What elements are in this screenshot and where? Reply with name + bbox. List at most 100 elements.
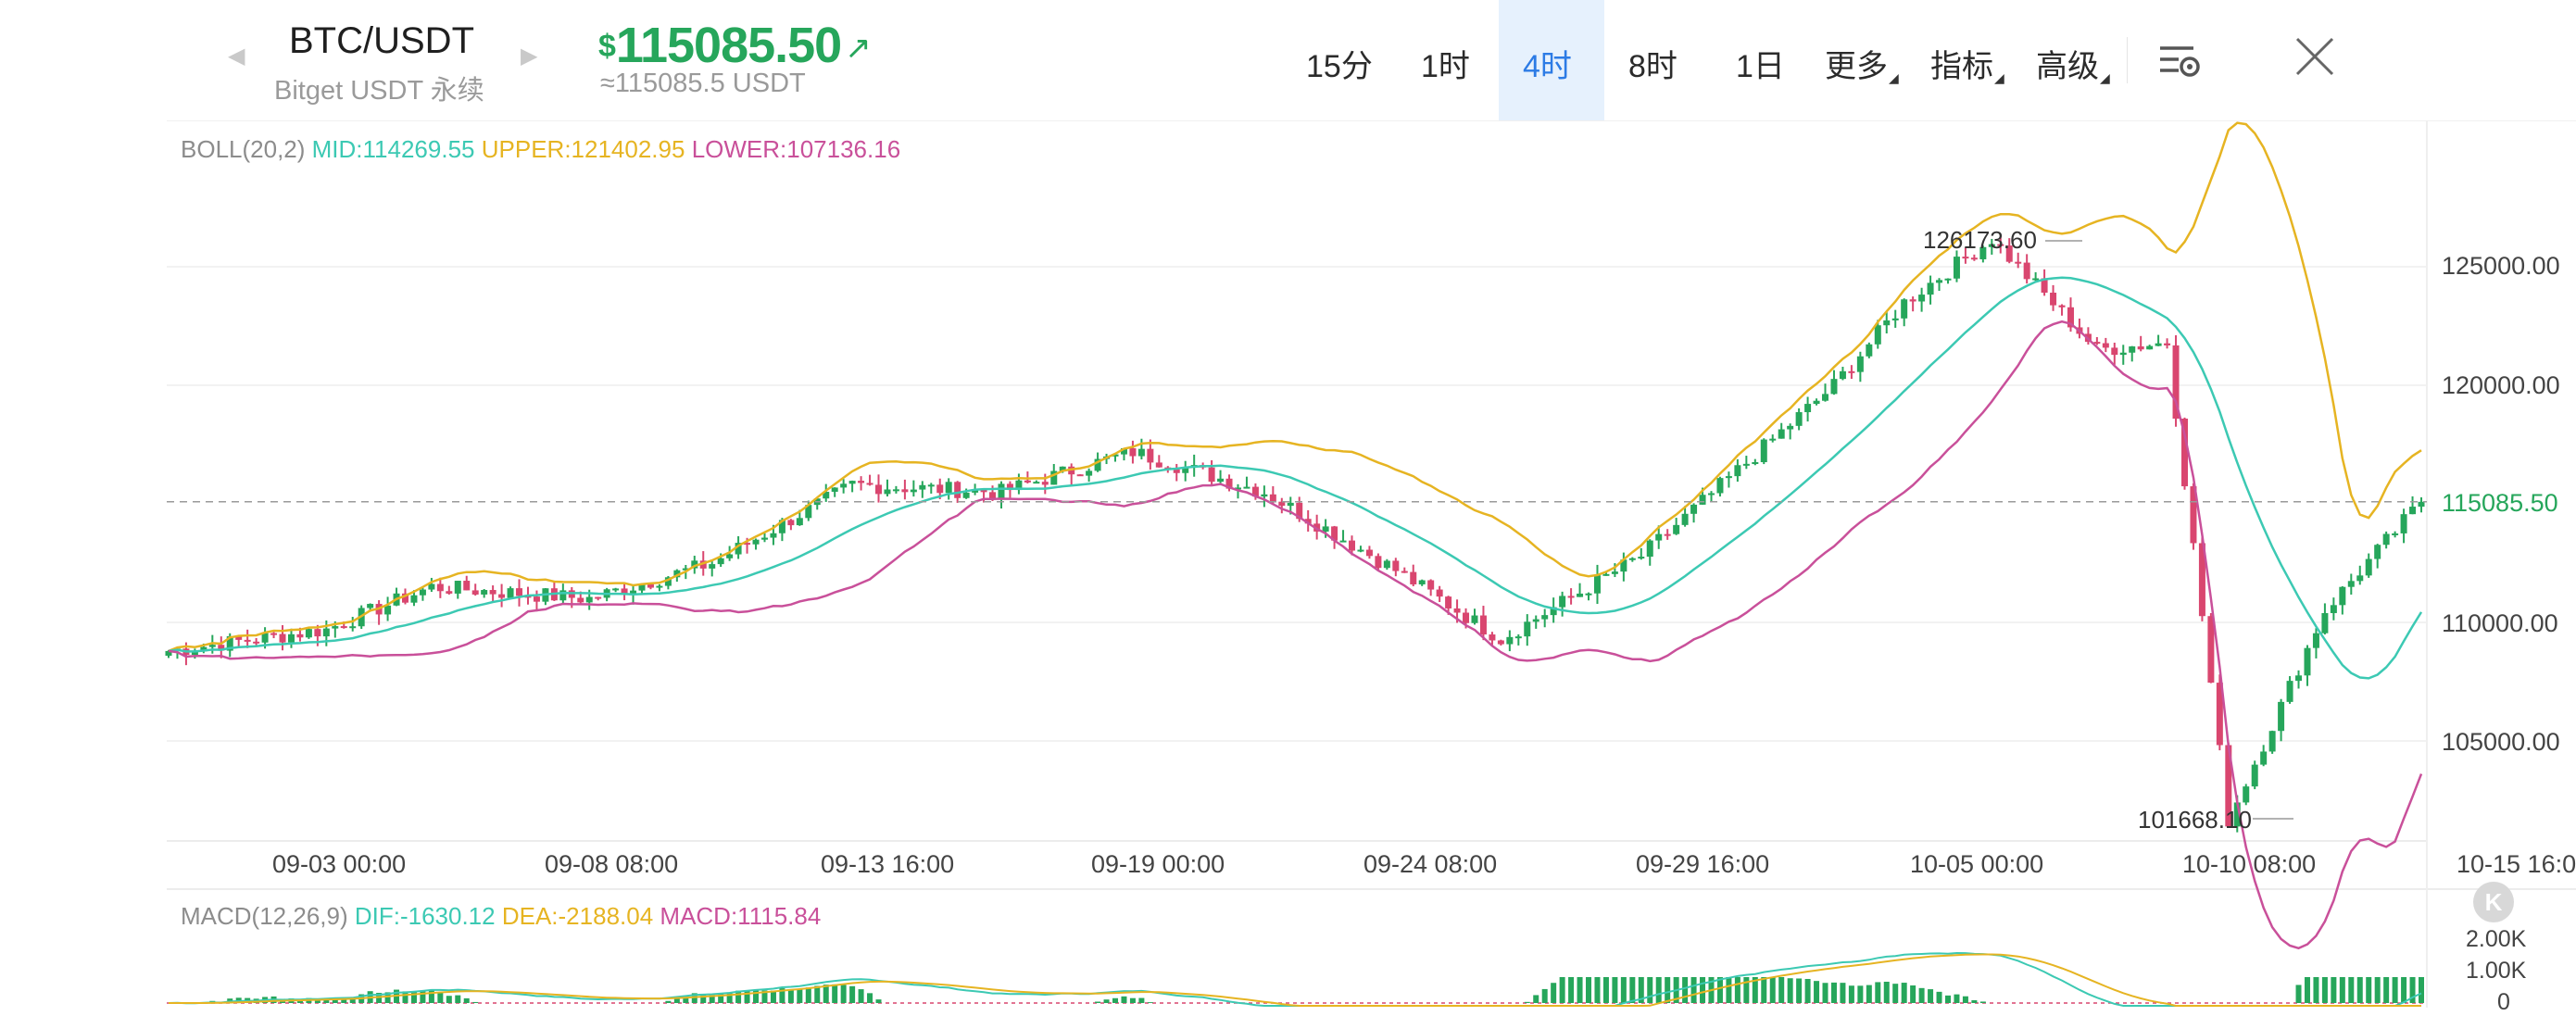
candle-body xyxy=(200,646,207,652)
candle-body xyxy=(1514,636,1522,639)
macd-bar xyxy=(1804,978,1811,1003)
macd-bar xyxy=(1883,982,1890,1003)
candle-body xyxy=(1129,447,1137,457)
candle-body xyxy=(314,629,321,637)
indicators-menu[interactable]: 指标◢ xyxy=(1930,41,2004,86)
macd-bar xyxy=(384,992,391,1003)
candle-body xyxy=(384,605,392,615)
candle-body xyxy=(516,588,523,596)
macd-dea-line xyxy=(169,953,2421,1007)
macd-bar xyxy=(1954,994,1960,1003)
close-icon[interactable] xyxy=(2293,35,2336,78)
candle-body xyxy=(332,626,339,629)
candle-body xyxy=(1716,478,1724,494)
macd-bar xyxy=(1892,984,1899,1003)
macd-bar xyxy=(2419,977,2424,1003)
time-tick: 09-13 16:00 xyxy=(821,850,955,878)
candle-body xyxy=(1383,560,1390,569)
macd-bar xyxy=(2331,977,2337,1003)
candle-body xyxy=(1769,438,1777,441)
macd-bar xyxy=(1095,1001,1101,1003)
macd-bar xyxy=(2366,977,2372,1003)
candle-body xyxy=(436,583,444,592)
candle-body xyxy=(1795,412,1803,426)
candle-body xyxy=(2392,533,2399,535)
candle-body xyxy=(287,633,295,643)
candle-body xyxy=(709,564,716,569)
candle-body xyxy=(699,560,707,569)
candle-body xyxy=(1804,404,1812,413)
macd-bar xyxy=(1524,1001,1530,1003)
tab-15m[interactable]: 15分 xyxy=(1306,49,1373,84)
boll-lower: LOWER:107136.16 xyxy=(691,135,901,163)
indicators-menu-label: 指标 xyxy=(1930,49,1993,84)
candle-body xyxy=(2023,262,2030,280)
candle-body xyxy=(296,633,304,638)
candle-body xyxy=(1787,425,1794,430)
candle-body xyxy=(1602,573,1610,576)
macd-bar xyxy=(673,997,680,1003)
tab-1h[interactable]: 1时 xyxy=(1421,49,1470,84)
candle-body xyxy=(691,560,698,569)
candle-body xyxy=(305,629,312,638)
candle-body xyxy=(2102,343,2109,348)
candle-body xyxy=(261,633,269,643)
macd-bar xyxy=(1620,977,1627,1003)
next-pair-icon[interactable]: ▶ xyxy=(521,44,538,69)
candle-body xyxy=(1944,278,1952,281)
macd-bar xyxy=(1752,977,1758,1003)
price-tick: 120000.00 xyxy=(2442,371,2560,399)
chart-settings-icon[interactable] xyxy=(2158,43,2203,80)
boll-mid: MID:114269.55 xyxy=(311,135,475,163)
candle-body xyxy=(2400,514,2407,533)
more-menu[interactable]: 更多◢ xyxy=(1825,41,1899,86)
candle-body xyxy=(1445,596,1452,608)
k-badge-icon[interactable]: K xyxy=(2473,882,2514,922)
macd-bar xyxy=(1936,991,1942,1003)
candle-body xyxy=(1261,494,1268,497)
macd-bar xyxy=(2295,985,2302,1003)
macd-bar xyxy=(753,990,760,1003)
macd-bar xyxy=(1822,983,1828,1003)
candle-body xyxy=(1339,540,1347,543)
candle-body xyxy=(1357,549,1364,552)
candle-body xyxy=(1707,493,1715,495)
macd-bar xyxy=(1979,1001,1986,1003)
candle-body xyxy=(165,650,172,657)
candle-body xyxy=(1891,318,1899,320)
candle-body xyxy=(2374,545,2381,559)
macd-bar xyxy=(849,985,856,1003)
chart-header: ◀ BTC/USDT Bitget USDT 永续 ▶ $115085.50 ↗ … xyxy=(0,0,2576,120)
last-price: $115085.50 ↗ xyxy=(598,17,872,74)
candle-body xyxy=(1463,612,1470,623)
macd-bar xyxy=(1716,977,1723,1003)
candle-body xyxy=(2339,586,2346,606)
tab-8h[interactable]: 8时 xyxy=(1628,49,1678,84)
price-tick: 125000.00 xyxy=(2442,252,2560,280)
macd-bar xyxy=(428,990,434,1003)
candle-body xyxy=(2418,501,2425,508)
macd-bar xyxy=(779,988,785,1003)
tab-4h[interactable]: 4时 xyxy=(1523,49,1572,84)
candle-body xyxy=(577,597,584,603)
candle-body xyxy=(226,635,233,651)
candle-body xyxy=(1392,560,1400,571)
macd-bar xyxy=(1848,985,1854,1003)
candle-body xyxy=(279,633,286,643)
candle-body xyxy=(2015,261,2022,264)
macd-bar xyxy=(2348,977,2355,1003)
candle-body xyxy=(1410,571,1417,584)
candle-body xyxy=(2111,347,2118,356)
macd-bar xyxy=(1743,977,1750,1003)
tab-1d[interactable]: 1日 xyxy=(1736,49,1785,84)
candle-body xyxy=(1137,448,1145,457)
candle-body xyxy=(1147,448,1154,463)
candle-body xyxy=(349,626,357,629)
pair-title[interactable]: BTC/USDT xyxy=(289,20,474,61)
prev-pair-icon[interactable]: ◀ xyxy=(228,44,245,69)
advanced-menu[interactable]: 高级◢ xyxy=(2036,41,2110,86)
candle-body xyxy=(1752,462,1759,465)
macd-bar xyxy=(1147,1002,1153,1003)
macd-bar xyxy=(1944,995,1951,1003)
